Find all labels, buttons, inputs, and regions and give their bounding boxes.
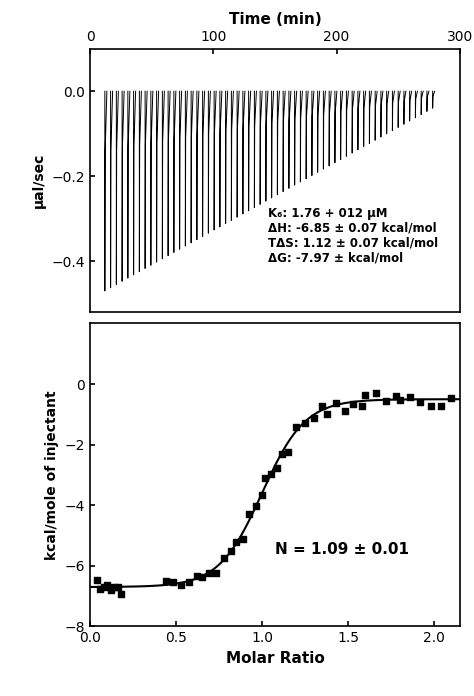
Point: [232, 537, 240, 548]
Point: [273, 463, 281, 474]
Point: [193, 571, 201, 582]
Point: [267, 468, 275, 480]
Point: [284, 446, 292, 457]
Y-axis label: μal/sec: μal/sec: [32, 152, 46, 208]
Point: [185, 576, 193, 587]
Y-axis label: kcal/mole of injectant: kcal/mole of injectant: [45, 390, 59, 560]
Point: [324, 409, 331, 420]
Point: [100, 581, 108, 592]
Point: [427, 400, 434, 411]
Point: [239, 533, 246, 544]
Point: [97, 583, 104, 594]
Point: [103, 580, 111, 591]
Point: [382, 395, 390, 406]
Point: [332, 397, 340, 409]
Point: [417, 397, 424, 408]
Point: [437, 401, 445, 412]
Point: [406, 392, 414, 403]
Point: [292, 421, 300, 432]
Point: [341, 406, 348, 417]
Point: [319, 400, 326, 411]
Point: [220, 552, 228, 563]
Point: [392, 390, 400, 402]
Point: [117, 588, 125, 599]
Point: [262, 472, 269, 483]
Point: [205, 568, 213, 579]
Point: [396, 395, 403, 406]
Point: [162, 576, 170, 587]
Point: [198, 571, 206, 583]
Point: [278, 448, 286, 459]
Point: [93, 575, 101, 586]
Point: [372, 388, 379, 399]
X-axis label: Molar Ratio: Molar Ratio: [226, 651, 324, 666]
Point: [258, 489, 266, 500]
Point: [110, 581, 118, 592]
Point: [358, 400, 365, 411]
Point: [310, 412, 318, 423]
Point: [170, 576, 177, 587]
Point: [177, 580, 185, 591]
Point: [107, 585, 115, 596]
Point: [349, 399, 357, 410]
Point: [361, 389, 369, 400]
Point: [447, 392, 455, 403]
Point: [114, 581, 121, 592]
X-axis label: Time (min): Time (min): [228, 13, 321, 27]
Point: [252, 501, 259, 512]
Point: [227, 545, 235, 556]
Point: [246, 508, 253, 519]
Point: [213, 567, 220, 578]
Point: [301, 418, 309, 429]
Text: N = 1.09 ± 0.01: N = 1.09 ± 0.01: [275, 541, 409, 557]
Text: K₆: 1.76 + 012 μM
ΔH: -6.85 ± 0.07 kcal/mol
TΔS: 1.12 ± 0.07 kcal/mol
ΔG: -7.97 : K₆: 1.76 + 012 μM ΔH: -6.85 ± 0.07 kcal/…: [267, 207, 438, 264]
